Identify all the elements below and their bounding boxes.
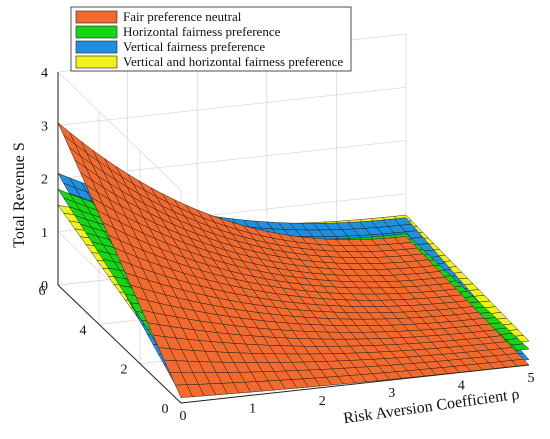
x-tick-label: 3 bbox=[388, 386, 395, 401]
y-tick-label: 4 bbox=[80, 323, 87, 338]
legend: Fair preference neutral Horizontal fairn… bbox=[70, 6, 352, 72]
z-tick-label: 1 bbox=[41, 226, 48, 241]
legend-swatch-2 bbox=[75, 25, 118, 39]
z-tick-label: 3 bbox=[41, 119, 48, 134]
z-tick-label: 2 bbox=[41, 173, 48, 188]
axes bbox=[57, 72, 530, 404]
y-tick-label: 6 bbox=[39, 284, 46, 299]
legend-swatch-1 bbox=[75, 10, 118, 24]
surface-patch bbox=[511, 343, 530, 351]
x-tick-label: 4 bbox=[458, 379, 465, 394]
z-axis-label: Total Revenue S bbox=[11, 142, 28, 248]
z-tick-label: 4 bbox=[41, 66, 48, 81]
z-tick-label: 0 bbox=[41, 279, 48, 294]
x-tick-label: 2 bbox=[319, 394, 326, 409]
y-tick-label: 2 bbox=[121, 363, 128, 378]
x-tick-label: 1 bbox=[249, 401, 256, 416]
back-wall-grid-line bbox=[57, 86, 407, 126]
legend-label-2: Horizontal fairness preference bbox=[123, 24, 281, 39]
side-wall-grid-line bbox=[57, 71, 182, 191]
y-axis-line bbox=[57, 284, 182, 404]
legend-label-4: Vertical and horizontal fairness prefere… bbox=[123, 54, 343, 69]
surface-1 bbox=[57, 122, 530, 398]
legend-swatch-3 bbox=[75, 40, 118, 54]
legend-box bbox=[70, 6, 352, 72]
x-tick-label: 5 bbox=[528, 371, 535, 386]
x-axis-line bbox=[180, 364, 530, 404]
legend-label-3: Vertical fairness preference bbox=[123, 39, 265, 54]
x-axis-label: Risk Aversion Coefficient ρ bbox=[342, 386, 520, 428]
legend-swatch-4 bbox=[75, 55, 118, 69]
x-tick-label: 0 bbox=[180, 409, 187, 424]
legend-label-1: Fair preference neutral bbox=[123, 9, 242, 24]
y-tick-label: 0 bbox=[162, 402, 169, 417]
surfaces bbox=[57, 122, 530, 398]
